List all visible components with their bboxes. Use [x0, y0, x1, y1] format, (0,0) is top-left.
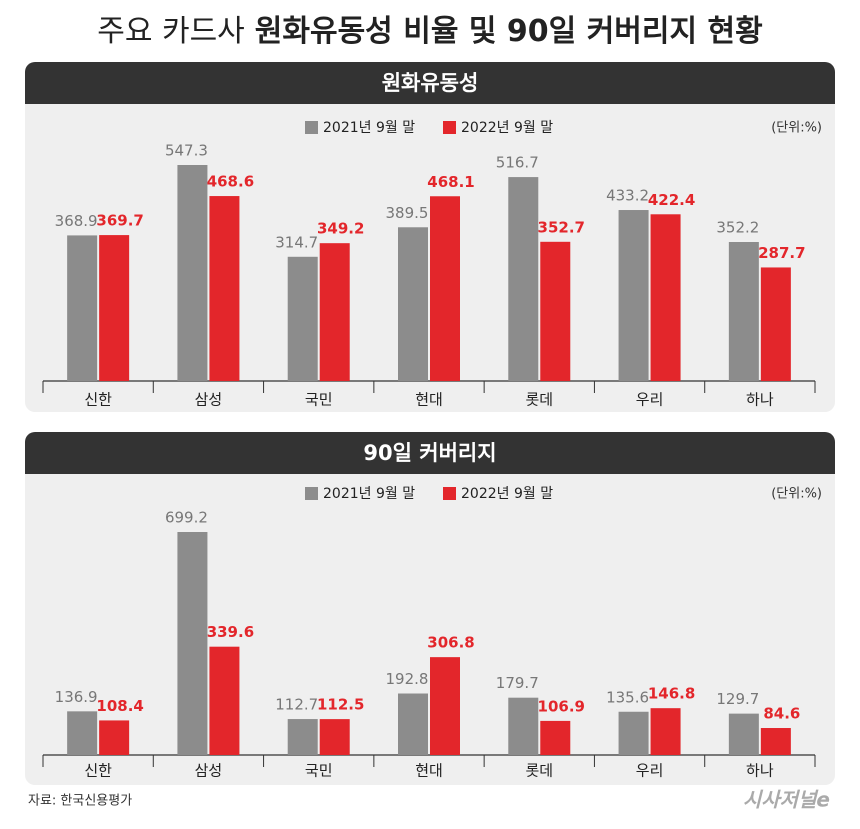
- value-label: 84.6: [763, 705, 800, 723]
- bar: [177, 165, 208, 381]
- bar: [760, 267, 791, 381]
- legend-label: 2021년 9월 말: [323, 486, 415, 502]
- value-label: 422.4: [648, 191, 695, 209]
- bar: [618, 711, 649, 755]
- bar: [650, 708, 681, 755]
- logo: 시사저널e: [743, 788, 830, 812]
- bar: [430, 657, 460, 755]
- title-bold: 원화유동성 비율 및 90일 커버리지 현황: [255, 14, 763, 49]
- bar: [287, 719, 318, 755]
- bar: [398, 693, 428, 755]
- chart-title: 90일 커버리지: [363, 441, 496, 465]
- bar: [508, 177, 539, 381]
- bar: [540, 241, 571, 381]
- x-tick-label: 신한: [84, 391, 112, 409]
- bar: [430, 196, 460, 381]
- legend-label: 2022년 9월 말: [461, 120, 553, 136]
- value-label: 352.2: [716, 218, 759, 236]
- bar: [760, 728, 791, 755]
- unit-label: (단위:%): [771, 121, 822, 136]
- value-label: 136.9: [55, 688, 98, 706]
- bar: [398, 227, 428, 381]
- bar: [99, 235, 130, 381]
- bar: [508, 697, 539, 755]
- x-tick-label: 우리: [636, 762, 664, 780]
- value-label: 192.8: [386, 670, 429, 688]
- bar: [618, 210, 649, 381]
- value-label: 112.7: [275, 696, 318, 714]
- value-label: 369.7: [96, 212, 143, 230]
- x-tick-label: 하나: [746, 391, 774, 409]
- value-label: 135.6: [606, 688, 649, 706]
- chart-title: 원화유동성: [382, 71, 479, 95]
- x-tick-label: 삼성: [195, 762, 223, 780]
- value-label: 433.2: [606, 187, 649, 205]
- value-label: 108.4: [96, 697, 143, 715]
- bar: [287, 256, 318, 381]
- x-tick-label: 우리: [636, 391, 664, 409]
- x-tick-label: 신한: [84, 762, 112, 780]
- bar: [650, 214, 681, 381]
- bar: [67, 235, 98, 381]
- panel-header-fill: [25, 82, 835, 104]
- value-label: 179.7: [496, 674, 539, 692]
- bar: [319, 719, 350, 755]
- value-label: 314.7: [275, 233, 318, 251]
- value-label: 368.9: [55, 212, 98, 230]
- value-label: 547.3: [165, 142, 208, 160]
- value-label: 352.7: [538, 218, 585, 236]
- value-label: 468.6: [207, 173, 254, 191]
- chart-panel: 원화유동성 (단위:%) 2021년 9월 말 2022년 9월 말신한 368.936…: [25, 62, 835, 412]
- x-tick-label: 현대: [415, 391, 443, 409]
- unit-label: (단위:%): [771, 487, 822, 502]
- bar: [319, 243, 350, 381]
- x-tick-label: 삼성: [195, 391, 223, 409]
- value-label: 516.7: [496, 154, 539, 172]
- value-label: 349.2: [317, 220, 364, 238]
- value-label: 112.5: [317, 696, 364, 714]
- bar: [209, 646, 240, 755]
- value-label: 106.9: [538, 697, 585, 715]
- page-title: 주요 카드사 원화유동성 비율 및 90일 커버리지 현황: [97, 14, 763, 49]
- value-label: 699.2: [165, 509, 208, 527]
- bar: [728, 241, 759, 381]
- legend-swatch: [443, 487, 456, 500]
- value-label: 146.8: [648, 685, 695, 703]
- x-tick-label: 국민: [305, 391, 333, 409]
- x-tick-label: 롯데: [525, 762, 553, 780]
- title-plain: 주요 카드사: [97, 14, 245, 49]
- x-tick-label: 롯데: [525, 391, 553, 409]
- source: 자료: 한국신용평가: [28, 794, 132, 809]
- x-tick-label: 현대: [415, 762, 443, 780]
- x-tick-label: 하나: [746, 762, 774, 780]
- value-label: 306.8: [427, 634, 474, 652]
- x-tick-label: 국민: [305, 762, 333, 780]
- panel-header-fill: [25, 452, 835, 474]
- value-label: 339.6: [207, 623, 254, 641]
- bar: [728, 713, 759, 755]
- chart-panel: 90일 커버리지 (단위:%) 2021년 9월 말 2022년 9월 말신한 136.…: [25, 432, 835, 785]
- value-label: 468.1: [427, 173, 474, 191]
- value-label: 287.7: [758, 244, 805, 262]
- bar: [67, 711, 98, 755]
- bar: [177, 532, 208, 755]
- legend-swatch: [305, 487, 318, 500]
- legend-swatch: [305, 121, 318, 134]
- legend-label: 2021년 9월 말: [323, 120, 415, 136]
- value-label: 129.7: [716, 690, 759, 708]
- legend-label: 2022년 9월 말: [461, 486, 553, 502]
- value-label: 389.5: [386, 204, 429, 222]
- legend-swatch: [443, 121, 456, 134]
- bar: [540, 720, 571, 755]
- bar: [209, 196, 240, 381]
- bar: [99, 720, 130, 755]
